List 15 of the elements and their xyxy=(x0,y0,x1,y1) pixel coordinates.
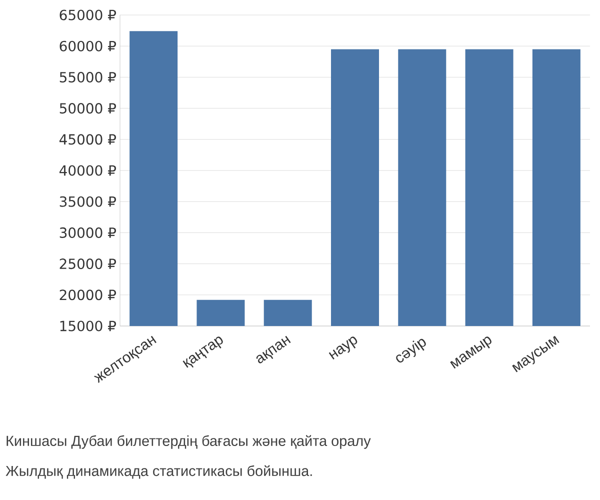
y-tick-label: 50000 ₽ xyxy=(60,103,116,114)
y-tick-label: 25000 ₽ xyxy=(60,258,116,270)
y-tick-label: 55000 ₽ xyxy=(60,72,116,82)
y-tick-label: 45000 ₽ xyxy=(59,134,116,145)
x-tick-label: наур xyxy=(328,336,358,360)
y-tick-label: 20000 ₽ xyxy=(60,290,116,300)
y-tick-label: 65000 ₽ xyxy=(60,10,116,20)
y-tick-label: 60000 ₽ xyxy=(60,40,116,52)
x-tick-label: сәуір xyxy=(396,338,426,363)
text: Жылдық динамикада статистикасы бойынша. xyxy=(6,465,312,479)
y-tick-label: 40000 ₽ xyxy=(59,165,116,176)
y-tick-label: 30000 ₽ xyxy=(60,227,116,238)
y-tick-label: 15000 ₽ xyxy=(60,320,116,332)
text: Киншасы Дубаи билеттердің бағасы және қайта оралу xyxy=(6,435,371,449)
y-tick-label: 35000 ₽ xyxy=(60,196,116,207)
